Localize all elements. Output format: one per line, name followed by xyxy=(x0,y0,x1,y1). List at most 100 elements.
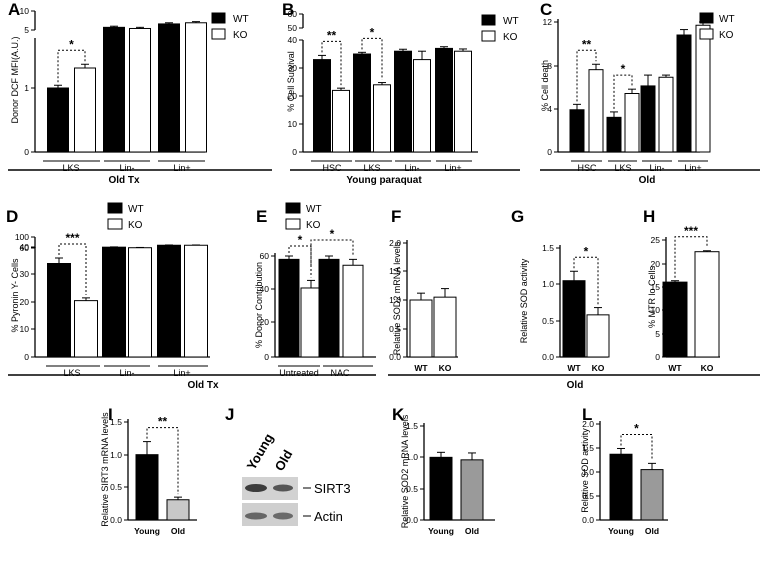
bar-wt xyxy=(158,23,180,153)
section-label: Old Tx xyxy=(187,380,219,391)
bar-young xyxy=(429,456,453,521)
significance-marker: ** xyxy=(327,28,337,42)
bar-wt xyxy=(662,281,688,358)
y-tick-label: 8 xyxy=(547,61,552,71)
significance-bracket xyxy=(576,49,597,102)
category-label: KO xyxy=(592,363,605,373)
y-tick-label: 1.5 xyxy=(542,243,554,253)
bar-ko xyxy=(184,244,208,358)
y-tick-label: 0.5 xyxy=(110,482,122,492)
legend-e: WT KO xyxy=(285,202,322,231)
category-label: WT xyxy=(414,363,428,373)
bar-wt xyxy=(569,109,585,153)
legend-swatch-ko xyxy=(285,218,301,230)
y-tick-label: 1.0 xyxy=(110,450,122,460)
category-label: Young xyxy=(608,526,634,536)
y-tick-label: 0 xyxy=(264,352,269,362)
legend-label-ko: KO xyxy=(503,32,518,43)
bar-young xyxy=(135,454,159,521)
significance-marker: * xyxy=(69,37,74,51)
bar-ko xyxy=(342,264,364,358)
bar-wt xyxy=(157,244,181,358)
group-label: LKS xyxy=(614,163,631,173)
bar-ko xyxy=(300,287,322,358)
legend-b: WT KO xyxy=(481,14,519,43)
bar-old xyxy=(640,469,664,521)
y-tick-label: 1.5 xyxy=(389,266,401,276)
section-young-paraquat: Young paraquat xyxy=(290,169,520,186)
panel-label: G xyxy=(511,207,524,226)
group-label: LKS xyxy=(363,163,380,173)
y-tick-label: 1.0 xyxy=(542,279,554,289)
bar-ko xyxy=(413,59,431,153)
bar-ko xyxy=(74,67,96,153)
y-tick-label: 20 xyxy=(288,91,298,101)
panel-label: I xyxy=(108,405,113,424)
y-axis-label: % Donor Contribution xyxy=(254,262,264,348)
band-label-actin: Actin xyxy=(314,509,343,524)
category-label: WT xyxy=(668,363,682,373)
legend-d: WT KO xyxy=(107,202,144,231)
significance-marker: *** xyxy=(65,231,79,245)
y-tick-label: 60 xyxy=(20,243,30,253)
panel-h: 0 5 10 15 20 25 H % MTR lo Cells WT KO *** xyxy=(643,207,720,373)
panel-label: B xyxy=(282,0,294,19)
y-tick-label: 20 xyxy=(20,297,30,307)
y-tick-label: 100 xyxy=(15,232,29,242)
category-label: Young xyxy=(428,526,454,536)
y-tick-label: 40 xyxy=(20,242,30,252)
panel-l: 0.0 0.5 1.0 1.5 2.0L Relative SOD activity You… xyxy=(580,405,668,536)
bar-ko xyxy=(332,89,350,153)
y-tick-label: 1.5 xyxy=(110,417,122,427)
legend-swatch-ko xyxy=(211,28,226,40)
significance-marker: * xyxy=(584,244,589,258)
y-tick-label: 1.0 xyxy=(582,467,594,477)
y-tick-label: 0 xyxy=(24,352,29,362)
y-tick-label: 0.5 xyxy=(389,324,401,334)
bar-ko xyxy=(433,296,457,358)
group-label: Lin- xyxy=(649,163,664,173)
y-tick-label: 30 xyxy=(288,63,298,73)
bar-ko xyxy=(694,251,720,358)
legend-label-wt: WT xyxy=(503,16,519,27)
category-label: KO xyxy=(701,363,714,373)
section-label: Old xyxy=(567,380,584,391)
y-tick-label: 15 xyxy=(651,282,661,292)
y-axis-label: Relative SIRT3 mRNA levels xyxy=(100,412,110,527)
category-label: Old xyxy=(645,526,659,536)
panel-f: 0.0 0.5 1.0 1.5 2.0 F Relative SOD2 mRNA level… xyxy=(389,207,458,373)
panel-label: K xyxy=(392,405,405,424)
legend-label-ko: KO xyxy=(233,30,248,41)
bar-ko xyxy=(624,93,640,153)
significance-marker: * xyxy=(621,62,626,76)
y-axis-label: % Cell death xyxy=(540,60,550,111)
y-tick-label: 4 xyxy=(547,104,552,114)
group-label: HSC xyxy=(322,163,342,173)
bar-ko xyxy=(74,300,98,358)
bar-wt xyxy=(278,258,300,358)
band-actin-old xyxy=(273,512,293,520)
bar-wt xyxy=(640,85,656,153)
significance-marker: * xyxy=(634,421,639,435)
significance-bracket xyxy=(321,40,342,86)
band-label-sirt3: SIRT3 xyxy=(314,481,351,496)
group-label: LKS xyxy=(63,368,80,378)
group-label: HSC xyxy=(577,163,597,173)
y-axis-label: Relative SOD activity xyxy=(519,258,529,343)
legend-label-wt: WT xyxy=(719,14,735,25)
y-tick-label: 50 xyxy=(288,23,298,33)
group-label: Lin- xyxy=(119,368,134,378)
y-tick-label: 0.0 xyxy=(542,352,554,362)
significance-bracket xyxy=(674,236,708,278)
bar-old xyxy=(460,459,484,521)
bar-wt xyxy=(47,263,71,358)
panel-e: 0 20 40 60 E % Donor Contribution Untreated NAC… xyxy=(254,207,376,378)
legend-c: WT KO xyxy=(699,12,735,41)
y-axis-label: % MTR lo Cells xyxy=(647,266,657,329)
legend-swatch-wt xyxy=(481,14,496,26)
bar-ko xyxy=(586,314,610,358)
bar-wt xyxy=(353,53,371,153)
y-tick-label: 0.0 xyxy=(406,515,418,525)
y-axis-label: % Cell Survival xyxy=(286,51,296,112)
